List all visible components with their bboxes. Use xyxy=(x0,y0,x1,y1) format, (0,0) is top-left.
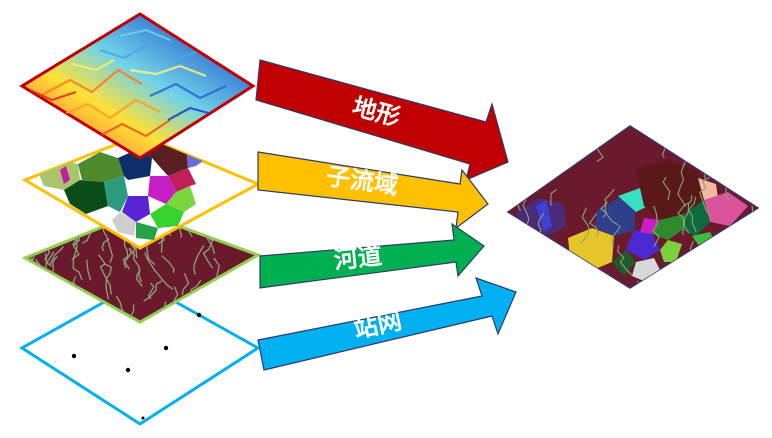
river-channel xyxy=(739,283,753,288)
river-channel xyxy=(229,296,244,322)
river-channel xyxy=(115,295,125,313)
river-channel xyxy=(604,202,619,226)
river-channel xyxy=(550,188,558,206)
arrow-subbasin: 子流域 xyxy=(257,151,489,230)
river-channel xyxy=(682,203,690,236)
river-channel xyxy=(709,254,723,287)
river-channel xyxy=(588,213,599,238)
station-layer xyxy=(19,280,261,426)
composite-map xyxy=(506,125,760,289)
river-channel xyxy=(746,257,757,288)
arrow-river: 河道 xyxy=(259,222,485,289)
river-channel xyxy=(752,146,758,180)
river-channel xyxy=(741,136,750,156)
river-channel xyxy=(121,237,131,270)
river-channel xyxy=(98,254,112,295)
station-point xyxy=(141,416,145,420)
river-channel xyxy=(243,263,251,279)
river-channel xyxy=(662,176,671,201)
river-channel xyxy=(101,238,110,252)
river-channel xyxy=(202,236,214,269)
river-channel xyxy=(663,269,677,288)
river-channel xyxy=(181,273,190,296)
river-channel xyxy=(699,176,711,217)
river-channel xyxy=(43,277,54,317)
river-channel xyxy=(143,280,163,302)
arrow-terrain: 地形 xyxy=(255,59,509,182)
river-channel xyxy=(720,256,735,287)
river-channel xyxy=(636,280,647,288)
river-channel xyxy=(516,264,533,288)
arrow-station: 站网 xyxy=(257,277,517,371)
river-channel xyxy=(123,248,132,269)
composite-subbasins xyxy=(516,160,748,282)
river-channel xyxy=(580,207,590,244)
river-channel xyxy=(128,247,143,283)
station-point xyxy=(163,345,169,351)
river-channel xyxy=(742,245,758,288)
arrow-label-river: 河道 xyxy=(333,242,384,275)
river-channel xyxy=(245,298,252,322)
river-channel xyxy=(523,135,534,161)
river-channel xyxy=(687,196,697,233)
river-channel xyxy=(611,224,621,247)
river-channel xyxy=(531,245,541,270)
river-channel xyxy=(161,255,175,273)
river-channel xyxy=(247,280,257,296)
river-channel xyxy=(193,245,205,275)
river-channel xyxy=(677,162,687,207)
river-channel xyxy=(740,236,749,263)
river-channel xyxy=(246,306,255,322)
river-channel xyxy=(144,252,174,290)
river-channel xyxy=(104,263,112,300)
river-channel xyxy=(652,205,660,247)
station-point xyxy=(71,353,77,359)
river-channel xyxy=(60,212,69,232)
river-channel xyxy=(617,245,633,276)
river-channel xyxy=(599,188,615,218)
river-channel xyxy=(677,194,693,234)
river-channel xyxy=(212,287,240,319)
river-channel xyxy=(101,223,114,263)
river-channel xyxy=(654,270,667,288)
station-point xyxy=(196,312,202,318)
river-channel xyxy=(25,290,36,322)
river-channel xyxy=(233,273,244,296)
terrain-texture xyxy=(29,28,227,139)
river-channel xyxy=(700,254,712,280)
river-channel xyxy=(147,282,155,300)
river-channel xyxy=(86,259,92,281)
river-channel xyxy=(727,132,743,168)
river-channel xyxy=(734,162,743,197)
river-channel xyxy=(49,245,64,266)
station-points xyxy=(71,312,202,420)
river-channel xyxy=(555,267,565,284)
river-channel xyxy=(41,221,49,235)
river-channel xyxy=(526,265,542,288)
terrain-layer xyxy=(19,12,256,160)
river-channel xyxy=(39,306,48,322)
river-channel xyxy=(741,250,757,271)
river-channel xyxy=(72,236,83,281)
river-channel xyxy=(743,171,752,195)
station-point xyxy=(125,367,131,373)
